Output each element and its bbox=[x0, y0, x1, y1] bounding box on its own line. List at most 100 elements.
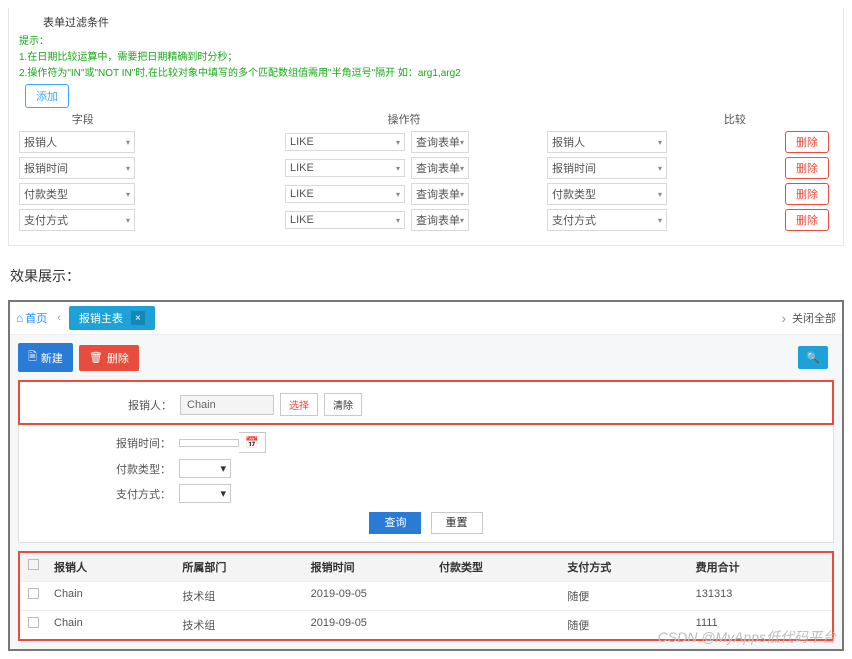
filter-row: 报销时间▾ LIKE▾ 查询表单▾ 报销时间▾ 删除 bbox=[19, 157, 833, 179]
close-icon[interactable]: × bbox=[131, 311, 145, 325]
clear-button[interactable]: 清除 bbox=[324, 393, 362, 416]
cell: 随便 bbox=[567, 617, 695, 633]
delete-filter-button[interactable]: 删除 bbox=[785, 183, 829, 205]
search-button[interactable]: 🔍 bbox=[798, 346, 828, 369]
chevron-down-icon: ▾ bbox=[220, 487, 226, 500]
state-select[interactable]: 查询表单▾ bbox=[411, 183, 469, 205]
state-select[interactable]: 查询表单▾ bbox=[411, 157, 469, 179]
hint-line-1: 1.在日期比较运算中，需要把日期精确到时分秒； bbox=[19, 50, 833, 66]
chevron-down-icon: ▾ bbox=[658, 138, 662, 147]
filter-row: 支付方式▾ LIKE▾ 查询表单▾ 支付方式▾ 删除 bbox=[19, 209, 833, 231]
cell: Chain bbox=[54, 588, 182, 604]
delete-filter-button[interactable]: 删除 bbox=[785, 131, 829, 153]
delete-filter-button[interactable]: 删除 bbox=[785, 209, 829, 231]
compare-select[interactable]: 报销时间▾ bbox=[547, 157, 667, 179]
cell: 2019-09-05 bbox=[311, 617, 439, 633]
tab-bar: ⌂ 首页 ‹ 报销主表 × › 关闭全部 bbox=[10, 302, 842, 335]
result-table: 报销人 所属部门 报销时间 付款类型 支付方式 费用合计 Chain技术组201… bbox=[18, 551, 834, 641]
chevron-down-icon: ▾ bbox=[460, 216, 464, 225]
chevron-down-icon: ▾ bbox=[460, 138, 464, 147]
cell: 技术组 bbox=[182, 617, 310, 633]
chevron-left-icon[interactable]: ‹ bbox=[57, 312, 61, 324]
query-button[interactable]: 查询 bbox=[369, 512, 421, 534]
new-button[interactable]: 🗎新建 bbox=[18, 343, 73, 372]
tab-home[interactable]: 首页 bbox=[25, 310, 47, 326]
table-row[interactable]: Chain技术组2019-09-05 随便131313 bbox=[20, 581, 832, 610]
toolbar: 🗎新建 🗑删除 🔍 bbox=[10, 335, 842, 380]
user-input[interactable]: Chain bbox=[180, 395, 274, 415]
type-label: 付款类型： bbox=[19, 461, 179, 477]
header-field: 字段 bbox=[19, 111, 147, 127]
hint-label: 提示： bbox=[19, 34, 833, 50]
chevron-down-icon: ▾ bbox=[460, 164, 464, 173]
type-select[interactable]: ▾ bbox=[179, 459, 231, 478]
state-select[interactable]: 查询表单▾ bbox=[411, 131, 469, 153]
chevron-down-icon: ▾ bbox=[220, 462, 226, 475]
home-icon[interactable]: ⌂ bbox=[16, 311, 23, 325]
table-row[interactable]: Chain技术组2019-09-05随便1111 bbox=[20, 610, 832, 639]
delete-filter-button[interactable]: 删除 bbox=[785, 157, 829, 179]
field-select[interactable]: 支付方式▾ bbox=[19, 209, 135, 231]
state-select[interactable]: 查询表单▾ bbox=[411, 209, 469, 231]
search-icon: 🔍 bbox=[806, 351, 820, 364]
tab-active-label: 报销主表 bbox=[79, 310, 123, 326]
chevron-down-icon: ▾ bbox=[126, 216, 130, 225]
header-compare: 比较 bbox=[637, 111, 833, 127]
chevron-down-icon: ▾ bbox=[658, 190, 662, 199]
cell bbox=[439, 617, 567, 633]
row-checkbox[interactable] bbox=[28, 588, 39, 599]
calendar-icon[interactable]: 📅 bbox=[239, 432, 266, 453]
result-label: 效果展示： bbox=[10, 266, 844, 286]
cell: 随便 bbox=[567, 588, 695, 604]
operator-select[interactable]: LIKE▾ bbox=[285, 159, 405, 177]
chevron-down-icon: ▾ bbox=[658, 216, 662, 225]
delete-button[interactable]: 🗑删除 bbox=[79, 345, 139, 371]
cell bbox=[439, 588, 567, 604]
compare-select[interactable]: 支付方式▾ bbox=[547, 209, 667, 231]
compare-select[interactable]: 付款类型▾ bbox=[547, 183, 667, 205]
chevron-down-icon: ▾ bbox=[126, 164, 130, 173]
chevron-down-icon: ▾ bbox=[396, 190, 400, 199]
user-label: 报销人： bbox=[20, 397, 180, 413]
pay-label: 支付方式： bbox=[19, 486, 179, 502]
field-select[interactable]: 报销时间▾ bbox=[19, 157, 135, 179]
filter-row: 报销人▾ LIKE▾ 查询表单▾ 报销人▾ 删除 bbox=[19, 131, 833, 153]
cell: 131313 bbox=[696, 588, 824, 604]
query-form-rest: 报销时间： 📅 付款类型： ▾ 支付方式： ▾ 查询 重置 bbox=[18, 425, 834, 543]
chevron-down-icon: ▾ bbox=[396, 216, 400, 225]
cell: 技术组 bbox=[182, 588, 310, 604]
operator-select[interactable]: LIKE▾ bbox=[285, 133, 405, 151]
cell: 1111 bbox=[696, 617, 824, 633]
operator-select[interactable]: LIKE▾ bbox=[285, 211, 405, 229]
close-all-label: 关闭全部 bbox=[792, 310, 836, 326]
field-select[interactable]: 付款类型▾ bbox=[19, 183, 135, 205]
chevron-down-icon: ▾ bbox=[396, 164, 400, 173]
pick-button[interactable]: 选择 bbox=[280, 393, 318, 416]
th: 费用合计 bbox=[696, 559, 824, 575]
row-checkbox[interactable] bbox=[28, 617, 39, 628]
cell: 2019-09-05 bbox=[311, 588, 439, 604]
date-input[interactable] bbox=[179, 439, 239, 447]
th: 付款类型 bbox=[439, 559, 567, 575]
chevron-down-icon: ▾ bbox=[658, 164, 662, 173]
filter-row: 付款类型▾ LIKE▾ 查询表单▾ 付款类型▾ 删除 bbox=[19, 183, 833, 205]
chevron-down-icon: ▾ bbox=[126, 190, 130, 199]
operator-select[interactable]: LIKE▾ bbox=[285, 185, 405, 203]
pay-select[interactable]: ▾ bbox=[179, 484, 231, 503]
reset-button[interactable]: 重置 bbox=[431, 512, 483, 534]
checkbox-all[interactable] bbox=[28, 559, 39, 570]
query-form-highlight: 报销人： Chain 选择 清除 bbox=[18, 380, 834, 425]
add-button[interactable]: 添加 bbox=[25, 84, 69, 108]
th: 报销时间 bbox=[311, 559, 439, 575]
close-all[interactable]: › 关闭全部 bbox=[781, 310, 836, 326]
chevron-down-icon: ▾ bbox=[396, 138, 400, 147]
chevron-down-icon: ▾ bbox=[126, 138, 130, 147]
app-preview: ⌂ 首页 ‹ 报销主表 × › 关闭全部 🗎新建 🗑删除 🔍 报销人： Chai… bbox=[8, 300, 844, 651]
filter-panel: 表单过滤条件 提示： 1.在日期比较运算中，需要把日期精确到时分秒； 2.操作符… bbox=[8, 8, 844, 246]
tab-active[interactable]: 报销主表 × bbox=[69, 306, 155, 330]
panel-title: 表单过滤条件 bbox=[43, 14, 833, 30]
trash-icon: 🗑 bbox=[89, 351, 103, 364]
field-select[interactable]: 报销人▾ bbox=[19, 131, 135, 153]
th: 支付方式 bbox=[567, 559, 695, 575]
compare-select[interactable]: 报销人▾ bbox=[547, 131, 667, 153]
